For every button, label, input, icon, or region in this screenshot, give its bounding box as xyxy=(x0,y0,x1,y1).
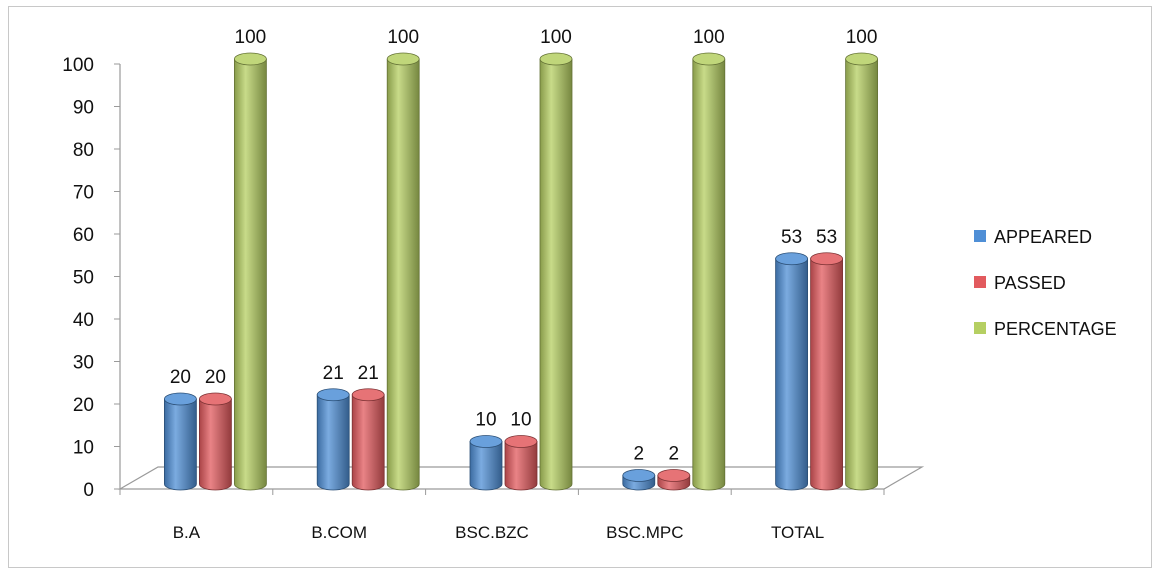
bar-body xyxy=(234,58,267,491)
bar-body xyxy=(845,58,878,491)
bar-passed-bsc-mpc xyxy=(657,469,691,491)
bar-percentage-b-a xyxy=(233,52,267,491)
value-tick-label: 10 xyxy=(73,438,94,459)
legend-swatch xyxy=(974,230,986,242)
bar-top xyxy=(469,435,503,448)
bar-body xyxy=(164,398,197,491)
value-axis: 0 10 20 30 40 50 60 70 80 90 100 xyxy=(62,55,121,501)
data-label-passed-bsc-bzc: 10 xyxy=(510,410,531,431)
bar-percentage-bsc-mpc xyxy=(692,52,726,491)
legend-label: PASSED xyxy=(994,273,1066,293)
legend-item-appeared: APPEARED xyxy=(974,227,1092,247)
legend-item-percentage: PERCENTAGE xyxy=(974,319,1117,339)
bar-body xyxy=(504,441,538,491)
bar-top xyxy=(386,52,420,66)
bar-top xyxy=(657,469,691,482)
bar-appeared-b-com xyxy=(316,388,350,491)
bar-body xyxy=(199,398,232,491)
bar-body xyxy=(539,58,573,491)
legend-swatch xyxy=(974,322,986,334)
data-label-percentage-total: 100 xyxy=(846,27,878,48)
bar-appeared-bsc-mpc xyxy=(622,469,656,491)
bar-percentage-total xyxy=(845,52,878,491)
data-label-percentage-bsc-mpc: 100 xyxy=(693,27,725,48)
bar-passed-total xyxy=(810,252,843,491)
bar-top xyxy=(692,52,726,66)
data-label-percentage-b-com: 100 xyxy=(387,27,419,48)
category-label-b-com: B.COM xyxy=(311,523,367,542)
value-tick-label: 80 xyxy=(73,140,94,161)
value-tick-label: 50 xyxy=(73,268,94,289)
bar-passed-bsc-bzc xyxy=(504,435,538,491)
bar-top xyxy=(845,52,878,66)
category-label-bsc-mpc: BSC.MPC xyxy=(606,523,683,542)
legend: APPEARED PASSED PERCENTAGE xyxy=(974,227,1117,339)
bar-percentage-bsc-bzc xyxy=(539,52,573,491)
value-tick-label: 90 xyxy=(73,98,94,119)
data-label-appeared-b-a: 20 xyxy=(170,367,191,388)
bar-body xyxy=(316,394,350,491)
data-label-appeared-b-com: 21 xyxy=(323,363,344,384)
value-tick-label: 20 xyxy=(73,395,94,416)
bar-passed-b-a xyxy=(198,392,232,491)
bars xyxy=(163,52,878,491)
value-tick-label: 60 xyxy=(73,225,94,246)
bar-top xyxy=(810,252,843,266)
bar-top xyxy=(351,388,385,402)
data-label-appeared-bsc-bzc: 10 xyxy=(475,410,496,431)
value-tick-label: 40 xyxy=(73,310,94,331)
bar-body xyxy=(469,441,503,491)
bar-passed-b-com xyxy=(351,388,385,491)
bar-percentage-b-com xyxy=(386,52,420,491)
legend-item-passed: PASSED xyxy=(974,273,1066,293)
legend-label: APPEARED xyxy=(994,227,1092,247)
bar-top xyxy=(163,392,197,406)
bar-top xyxy=(539,52,573,66)
data-label-passed-b-com: 21 xyxy=(358,363,379,384)
value-tick-label: 70 xyxy=(73,183,94,204)
data-label-appeared-total: 53 xyxy=(781,227,802,248)
data-label-passed-bsc-mpc: 2 xyxy=(669,444,680,465)
data-label-percentage-bsc-bzc: 100 xyxy=(540,27,572,48)
category-label-bsc-bzc: BSC.BZC xyxy=(455,523,529,542)
bar-appeared-bsc-bzc xyxy=(469,435,503,491)
category-label-b-a: B.A xyxy=(173,523,201,542)
bar-top xyxy=(504,435,538,448)
data-labels: 20 20 100 21 21 100 10 10 100 2 2 100 53 53 100 xyxy=(170,27,878,465)
data-label-passed-total: 53 xyxy=(816,227,837,248)
bar-top xyxy=(622,469,656,482)
value-tick-label: 30 xyxy=(73,353,94,374)
category-axis: B.A B.COM BSC.BZC BSC.MPC TOTAL xyxy=(173,523,825,542)
bar-appeared-b-a xyxy=(163,392,197,491)
value-tick-label: 0 xyxy=(83,480,94,501)
bar-appeared-total xyxy=(775,252,808,491)
bar-top xyxy=(233,52,267,66)
bar-top xyxy=(775,252,808,266)
bar-body xyxy=(692,58,726,491)
legend-label: PERCENTAGE xyxy=(994,319,1117,339)
bar-top xyxy=(316,388,350,402)
data-label-appeared-bsc-mpc: 2 xyxy=(634,444,645,465)
category-label-total: TOTAL xyxy=(771,523,824,542)
bar-body xyxy=(775,258,808,491)
legend-swatch xyxy=(974,276,986,288)
data-label-passed-b-a: 20 xyxy=(205,367,226,388)
bar-body xyxy=(810,258,843,491)
bar-body xyxy=(386,58,420,491)
bar-body xyxy=(351,394,385,491)
data-label-percentage-b-a: 100 xyxy=(235,27,267,48)
value-tick-label: 100 xyxy=(62,55,94,76)
bar-top xyxy=(198,392,232,406)
